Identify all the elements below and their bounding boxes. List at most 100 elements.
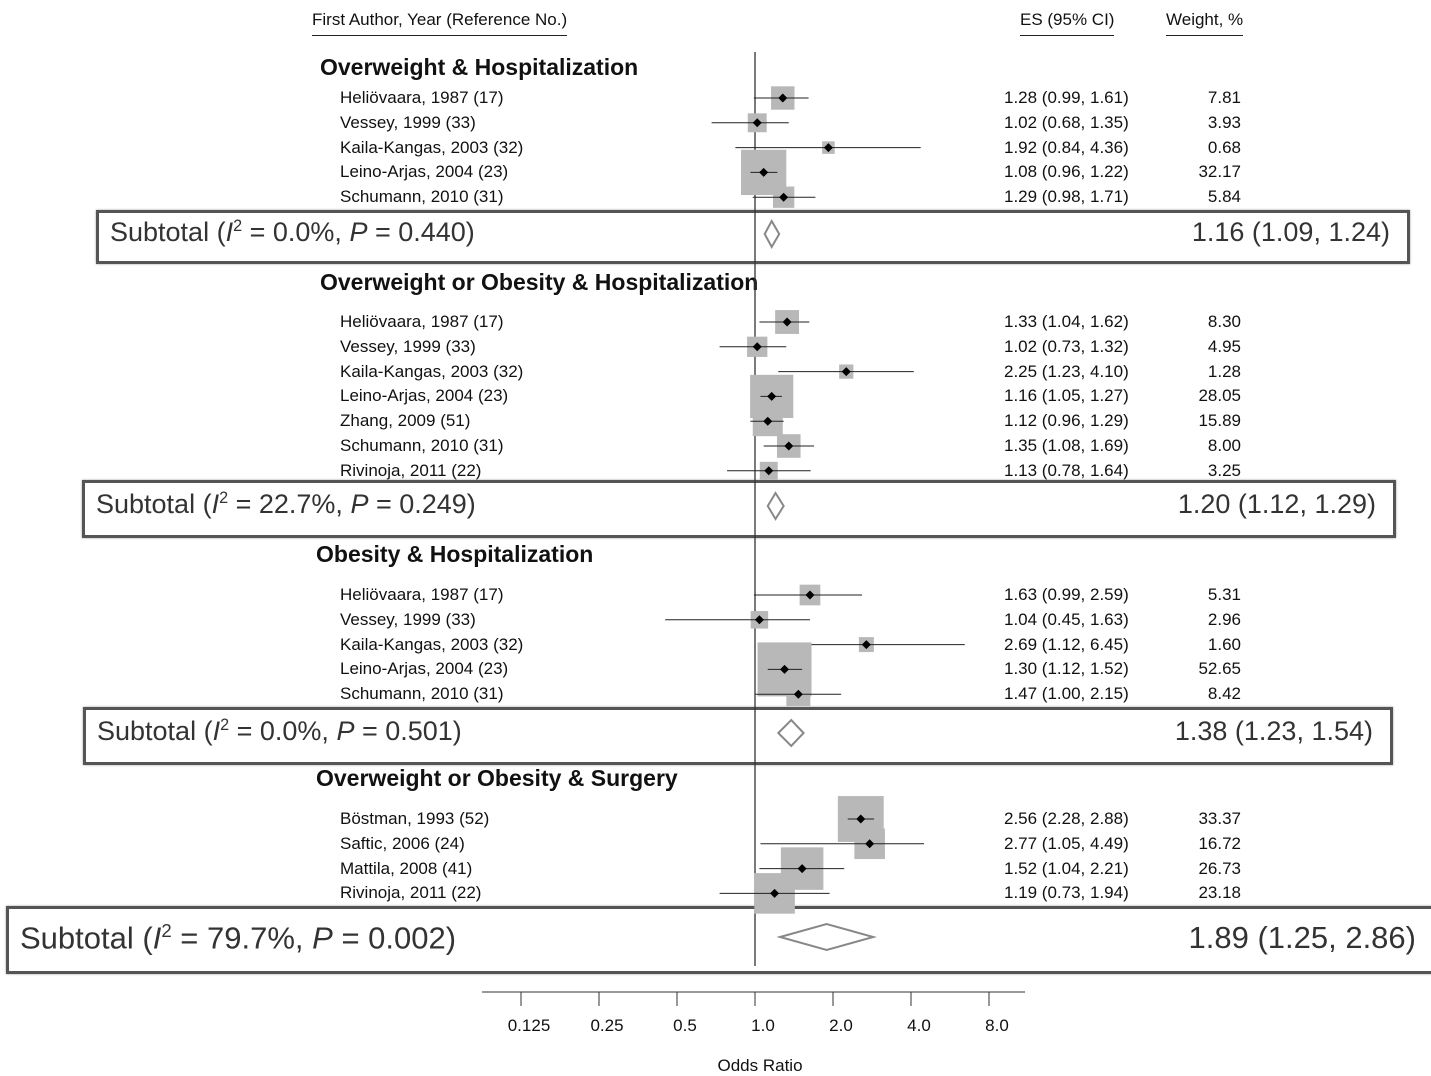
study-weight: 7.81	[1207, 88, 1241, 107]
weight-box	[771, 86, 795, 110]
study-es: 2.69 (1.12, 6.45)	[1004, 634, 1129, 654]
group-title: Obesity & Hospitalization	[316, 541, 594, 567]
study-label: Rivinoja, 2011 (22)	[340, 460, 482, 480]
weight-box	[759, 461, 778, 480]
x-tick-label: 2.0	[829, 1016, 853, 1035]
study-weight: 8.42	[1207, 684, 1241, 704]
weight-box	[839, 364, 854, 379]
study-es: 1.35 (1.08, 1.69)	[1004, 436, 1129, 455]
weight-box	[772, 186, 795, 208]
study-weight: 32.17	[1198, 162, 1241, 182]
study-label: Mattila, 2008 (41)	[340, 858, 473, 878]
point-estimate	[823, 143, 833, 153]
study-es: 1.13 (0.78, 1.64)	[1004, 460, 1129, 480]
subtotal-box	[96, 210, 1410, 264]
study-label: Vessey, 1999 (33)	[340, 609, 476, 629]
study-label: Böstman, 1993 (52)	[340, 809, 490, 828]
x-tick-label: 0.125	[507, 1016, 551, 1035]
study-label: Heliövaara, 1987 (17)	[340, 312, 504, 331]
study-es: 1.04 (0.45, 1.63)	[1004, 609, 1129, 629]
subtotal-es: 1.89 (1.25, 2.86)	[1188, 920, 1417, 955]
study-es: 1.30 (1.12, 1.52)	[1004, 659, 1129, 679]
study-label: Vessey, 1999 (33)	[340, 336, 476, 356]
subtotal-box	[82, 480, 1396, 538]
study-es: 2.25 (1.23, 4.10)	[1004, 361, 1129, 381]
study-es: 1.19 (0.73, 1.94)	[1004, 883, 1129, 903]
study-label: Schumann, 2010 (31)	[340, 436, 504, 455]
subtotal-label: Subtotal (I2 = 79.7%, P = 0.002)	[20, 920, 457, 956]
point-estimate	[752, 342, 762, 352]
study-es: 1.16 (1.05, 1.27)	[1004, 386, 1129, 406]
point-estimate	[797, 864, 807, 874]
weight-box	[757, 642, 812, 697]
study-es: 2.56 (2.28, 2.88)	[1004, 809, 1129, 828]
study-weight: 28.05	[1198, 386, 1241, 406]
point-estimate	[752, 118, 762, 128]
study-es: 1.29 (0.98, 1.71)	[1004, 187, 1129, 207]
study-label: Schumann, 2010 (31)	[340, 684, 504, 704]
study-label: Heliövaara, 1987 (17)	[340, 585, 504, 604]
study-weight: 26.73	[1198, 858, 1241, 878]
study-es: 2.77 (1.05, 4.49)	[1004, 833, 1129, 853]
x-tick-label: 0.25	[590, 1016, 624, 1035]
point-estimate	[763, 416, 773, 426]
x-axis-title: Odds Ratio	[717, 1056, 803, 1075]
study-label: Zhang, 2009 (51)	[340, 411, 471, 431]
weight-box	[750, 374, 794, 418]
study-es: 1.28 (0.99, 1.61)	[1004, 88, 1129, 107]
point-estimate	[793, 689, 803, 699]
weight-box	[799, 584, 821, 606]
point-estimate	[759, 167, 769, 177]
subtotal-es: 1.20 (1.12, 1.29)	[1177, 489, 1376, 519]
study-weight: 5.84	[1207, 187, 1241, 207]
point-estimate	[764, 466, 774, 476]
weight-box	[775, 310, 800, 334]
x-tick-label: 4.0	[907, 1016, 931, 1035]
subtotal-label: Subtotal (I2 = 0.0%, P = 0.501)	[97, 716, 462, 746]
subtotal-box	[83, 707, 1393, 765]
point-estimate	[784, 441, 794, 451]
study-label: Kaila-Kangas, 2003 (32)	[340, 634, 524, 654]
weight-box	[786, 682, 811, 707]
study-es: 1.52 (1.04, 2.21)	[1004, 858, 1129, 878]
study-weight: 1.28	[1207, 361, 1241, 381]
study-weight: 3.25	[1207, 460, 1241, 480]
subtotal-es: 1.16 (1.09, 1.24)	[1191, 217, 1390, 247]
study-weight: 15.89	[1198, 411, 1241, 431]
subtotal-label: Subtotal (I2 = 22.7%, P = 0.249)	[96, 489, 476, 519]
study-weight: 1.60	[1207, 634, 1241, 654]
study-label: Saftic, 2006 (24)	[340, 833, 465, 853]
weight-box	[837, 796, 884, 842]
study-es: 1.47 (1.00, 2.15)	[1004, 684, 1129, 704]
point-estimate	[754, 615, 764, 625]
weight-box	[747, 113, 767, 133]
study-weight: 16.72	[1198, 833, 1241, 853]
study-weight: 8.30	[1207, 312, 1241, 331]
x-tick-label: 8.0	[985, 1016, 1009, 1035]
study-column-header: First Author, Year (Reference No.)	[312, 10, 568, 36]
group-title: Overweight or Obesity & Hospitalization	[320, 269, 759, 295]
study-weight: 5.31	[1207, 585, 1241, 604]
study-weight: 0.68	[1207, 137, 1241, 157]
point-estimate	[782, 317, 792, 327]
study-label: Heliövaara, 1987 (17)	[340, 88, 504, 107]
study-label: Kaila-Kangas, 2003 (32)	[340, 361, 524, 381]
weight-box	[776, 434, 801, 458]
es-column-header: ES (95% CI)	[1020, 10, 1115, 36]
weight-box	[752, 406, 783, 437]
weight-box	[858, 637, 874, 653]
study-es: 1.12 (0.96, 1.29)	[1004, 411, 1129, 431]
point-estimate	[779, 192, 789, 202]
group-title: Overweight or Obesity & Surgery	[316, 765, 678, 791]
group-title: Overweight & Hospitalization	[320, 54, 639, 80]
study-es: 1.08 (0.96, 1.22)	[1004, 162, 1129, 182]
study-label: Vessey, 1999 (33)	[340, 112, 476, 132]
study-es: 1.33 (1.04, 1.62)	[1004, 312, 1129, 331]
study-label: Schumann, 2010 (31)	[340, 187, 504, 207]
study-weight: 2.96	[1207, 609, 1241, 629]
point-estimate	[861, 640, 871, 650]
x-tick-label: 1.0	[751, 1016, 775, 1035]
study-es: 1.63 (0.99, 2.59)	[1004, 585, 1129, 604]
study-label: Leino-Arjas, 2004 (23)	[340, 659, 509, 679]
study-weight: 52.65	[1198, 659, 1241, 679]
